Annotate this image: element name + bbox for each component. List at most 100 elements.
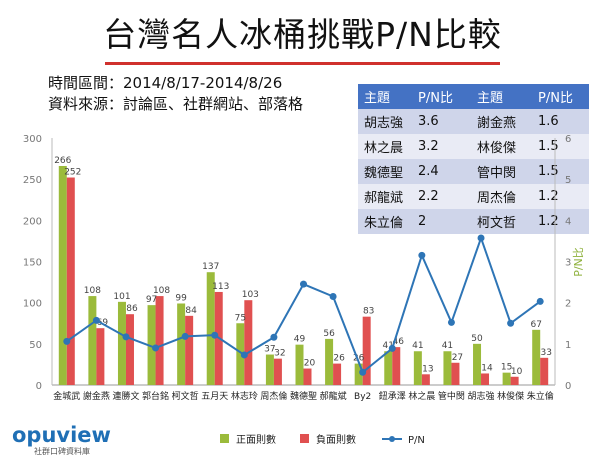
pn-point xyxy=(122,333,130,341)
pn-point xyxy=(270,333,278,341)
bar-negative xyxy=(421,374,430,385)
bar-negative xyxy=(273,358,282,385)
legend-swatch-negative xyxy=(300,434,309,443)
bar-value-label-positive: 37 xyxy=(264,345,275,355)
header-topic-1: 主題 xyxy=(358,84,412,109)
bar-positive xyxy=(532,329,541,385)
bar-value-label-positive: 41 xyxy=(412,341,423,351)
legend-label-negative: 負面則數 xyxy=(316,433,356,446)
bar-positive xyxy=(354,363,363,385)
bar-value-label-negative: 46 xyxy=(393,337,405,347)
y-left-tick-label: 300 xyxy=(23,134,42,145)
bar-negative xyxy=(451,362,460,385)
pn-point xyxy=(329,292,337,300)
bar-value-label-negative: 252 xyxy=(64,168,81,178)
bar-value-label-negative: 20 xyxy=(304,359,316,369)
bar-negative xyxy=(185,315,194,385)
y-right-axis-label: P/N比 xyxy=(572,247,585,277)
bar-positive xyxy=(443,351,452,385)
y-left-tick-label: 250 xyxy=(23,175,42,186)
table-row: 胡志強 3.6 謝金燕 1.6 xyxy=(358,109,589,134)
bar-positive xyxy=(473,343,482,385)
legend-label-positive: 正面則數 xyxy=(236,433,276,446)
y-left-tick-label: 100 xyxy=(23,299,42,310)
bar-value-label-negative: 108 xyxy=(153,286,170,296)
table-row: 郝龍斌 2.2 周杰倫 1.2 xyxy=(358,184,589,209)
x-tick-label: 五月天 xyxy=(201,391,228,402)
x-tick-label: 謝金燕 xyxy=(83,390,110,402)
table-row: 魏德聖 2.4 管中閔 1.5 xyxy=(358,159,589,184)
bar-positive xyxy=(325,338,334,385)
legend-swatch-positive xyxy=(220,434,229,443)
bar-value-label-negative: 14 xyxy=(481,363,493,373)
table-cell: 管中閔 xyxy=(471,159,532,184)
bar-value-label-positive: 26 xyxy=(353,354,365,364)
bar-value-label-negative: 13 xyxy=(422,364,433,374)
table-cell: 1.2 xyxy=(532,184,589,209)
bar-value-label-negative: 32 xyxy=(274,349,285,359)
table-cell: 周杰倫 xyxy=(471,184,532,209)
y-right-tick-label: 1 xyxy=(565,340,571,351)
bar-positive xyxy=(502,372,511,385)
x-tick-label: 鈕承澤 xyxy=(379,390,406,402)
bar-negative xyxy=(392,347,401,385)
table-cell: 郝龍斌 xyxy=(358,184,412,209)
y-left-tick-label: 200 xyxy=(23,216,42,227)
pn-point xyxy=(418,251,426,259)
pn-point xyxy=(152,344,160,352)
table-cell: 魏德聖 xyxy=(358,159,412,184)
x-tick-label: 管中閔 xyxy=(438,390,465,402)
pn-point xyxy=(300,280,307,288)
x-tick-label: 金城武 xyxy=(53,390,80,402)
pn-point xyxy=(536,297,544,305)
bar-value-label-positive: 75 xyxy=(235,313,246,323)
pn-point xyxy=(211,331,219,339)
bar-value-label-positive: 266 xyxy=(54,156,71,166)
y-right-tick-label: 2 xyxy=(565,299,571,310)
bar-positive xyxy=(117,301,126,385)
x-tick-label: 朱立倫 xyxy=(527,390,554,402)
logo-subtitle: 社群口碑資料庫 xyxy=(34,447,90,456)
table-cell: 1.5 xyxy=(532,159,589,184)
bar-value-label-negative: 27 xyxy=(452,353,463,363)
bar-positive xyxy=(58,165,67,385)
x-tick-label: By2 xyxy=(354,392,371,402)
y-right-tick-label: 0 xyxy=(565,381,571,392)
pn-point xyxy=(240,351,248,359)
bar-value-label-negative: 33 xyxy=(540,348,551,358)
x-tick-label: 林志玲 xyxy=(231,390,258,402)
bar-negative xyxy=(481,373,490,385)
pn-point xyxy=(63,337,71,345)
bar-value-label-positive: 137 xyxy=(202,262,219,272)
table-row: 林之晨 3.2 林俊傑 1.5 xyxy=(358,134,589,159)
x-tick-label: 柯文哲 xyxy=(172,390,199,402)
pn-point xyxy=(181,332,189,340)
pn-ratio-table: 主題 P/N比 主題 P/N比 胡志強 3.6 謝金燕 1.6 林之晨 3.2 … xyxy=(358,84,589,234)
table-cell: 2.2 xyxy=(412,184,471,209)
bar-positive xyxy=(265,354,274,385)
bar-negative xyxy=(510,376,519,385)
bar-value-label-negative: 86 xyxy=(126,304,138,314)
x-tick-label: 連勝文 xyxy=(112,390,139,402)
x-tick-label: 周杰倫 xyxy=(260,390,287,402)
bar-negative xyxy=(333,363,342,385)
y-left-tick-label: 150 xyxy=(23,258,42,269)
bar-value-label-positive: 67 xyxy=(530,320,541,330)
y-left-tick-label: 0 xyxy=(36,381,42,392)
legend-label-pn: P/N xyxy=(408,435,425,446)
pn-point xyxy=(388,344,396,352)
bar-value-label-negative: 103 xyxy=(242,290,259,300)
bar-value-label-positive: 50 xyxy=(471,334,483,344)
bar-negative xyxy=(244,300,253,385)
bar-value-label-negative: 69 xyxy=(97,318,109,328)
table-cell: 2 xyxy=(412,209,471,234)
table-cell: 林俊傑 xyxy=(471,134,532,159)
bar-positive xyxy=(206,272,215,385)
table-cell: 2.4 xyxy=(412,159,471,184)
title-underline xyxy=(105,62,500,65)
page-title: 台灣名人冰桶挑戰P/N比較 xyxy=(103,15,502,54)
table-cell: 1.5 xyxy=(532,134,589,159)
bar-positive xyxy=(413,351,422,385)
bar-positive xyxy=(147,305,156,385)
x-tick-label: 林之晨 xyxy=(408,390,435,402)
